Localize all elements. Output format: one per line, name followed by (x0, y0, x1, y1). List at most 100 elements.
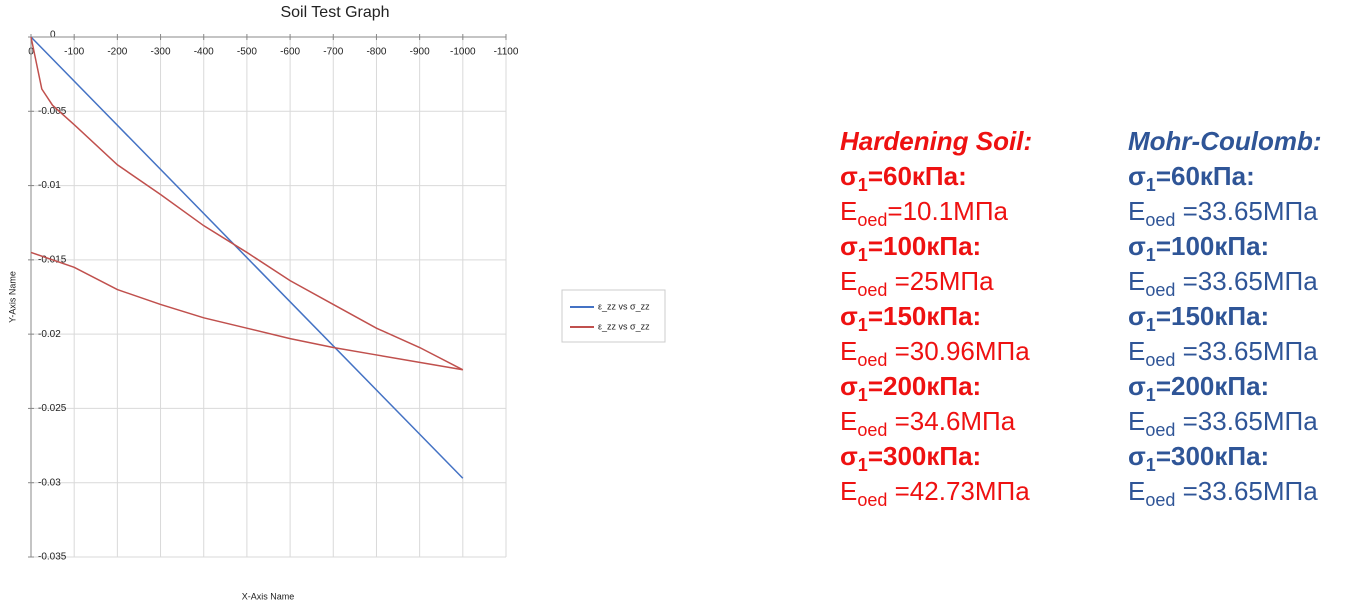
stress-line: σ1=150кПа: (1128, 299, 1322, 334)
modulus-line: Eoed =33.65МПа (1128, 404, 1322, 439)
y-axis-label: Y-Axis Name (7, 271, 17, 323)
stress-subscript: 1 (1145, 315, 1156, 335)
modulus-subscript: oed (1145, 210, 1176, 230)
modulus-line: Eoed =33.65МПа (1128, 474, 1322, 509)
modulus-symbol: E (1128, 406, 1146, 436)
data-line (30, 36, 464, 371)
stress-value: =100кПа: (867, 231, 982, 261)
stress-subscript: 1 (857, 315, 868, 335)
modulus-subscript: oed (1145, 280, 1176, 300)
stress-value: =300кПа: (867, 441, 982, 471)
stress-subscript: 1 (857, 175, 868, 195)
modulus-line: Eoed=10.1МПа (840, 194, 1032, 229)
modulus-symbol: E (1128, 196, 1146, 226)
stress-subscript: 1 (1145, 245, 1156, 265)
stress-value: =200кПа: (867, 371, 982, 401)
modulus-value: =42.73МПа (887, 476, 1030, 506)
y-tick-label: -0.02 (38, 329, 61, 340)
stress-symbol: σ (1128, 231, 1146, 261)
stress-value: =300кПа: (1155, 441, 1270, 471)
x-axis-label: X-Axis Name (242, 591, 295, 601)
stress-line: σ1=150кПа: (840, 299, 1032, 334)
stress-line: σ1=100кПа: (840, 229, 1032, 264)
modulus-symbol: E (1128, 476, 1146, 506)
stress-line: σ1=60кПа: (840, 159, 1032, 194)
stress-value: =150кПа: (867, 301, 982, 331)
mohr-coulomb-panel: Mohr-Coulomb: σ1=60кПа: Eoed =33.65МПа σ1=1… (1128, 124, 1322, 509)
x-tick-label: -900 (410, 47, 430, 58)
stress-symbol: σ (840, 161, 858, 191)
legend-label: ε_zz vs σ_zz (598, 301, 650, 311)
stress-value: =60кПа: (867, 161, 967, 191)
y-tick-label: -0.005 (38, 106, 67, 117)
stress-line: σ1=100кПа: (1128, 229, 1322, 264)
stress-symbol: σ (1128, 301, 1146, 331)
stress-line: σ1=60кПа: (1128, 159, 1322, 194)
modulus-line: Eoed =42.73МПа (840, 474, 1032, 509)
stress-value: =100кПа: (1155, 231, 1270, 261)
stress-subscript: 1 (857, 385, 868, 405)
modulus-value: =10.1МПа (887, 196, 1008, 226)
modulus-subscript: oed (1145, 420, 1176, 440)
legend-box (561, 289, 666, 343)
modulus-subscript: oed (857, 420, 888, 440)
stress-symbol: σ (840, 441, 858, 471)
modulus-subscript: oed (857, 280, 888, 300)
modulus-value: =25МПа (887, 266, 994, 296)
y-tick-label: -0.01 (38, 180, 61, 191)
modulus-subscript: oed (1145, 350, 1176, 370)
modulus-line: Eoed =30.96МПа (840, 334, 1032, 369)
stress-subscript: 1 (857, 455, 868, 475)
modulus-symbol: E (840, 476, 858, 506)
data-line (30, 251, 463, 371)
stress-symbol: σ (840, 301, 858, 331)
modulus-line: Eoed =33.65МПа (1128, 194, 1322, 229)
modulus-value: =30.96МПа (887, 336, 1030, 366)
modulus-value: =33.65МПа (1175, 336, 1318, 366)
x-tick-label: -500 (237, 47, 257, 58)
legend-label: ε_zz vs σ_zz (598, 321, 650, 331)
stress-line: σ1=200кПа: (840, 369, 1032, 404)
x-tick-label: -700 (323, 47, 343, 58)
stress-subscript: 1 (1145, 385, 1156, 405)
panel-heading: Hardening Soil: (840, 126, 1033, 156)
stress-symbol: σ (840, 371, 858, 401)
modulus-symbol: E (840, 406, 858, 436)
stress-line: σ1=300кПа: (840, 439, 1032, 474)
hardening-soil-panel: Hardening Soil: σ1=60кПа: Eoed=10.1МПа σ1=1… (840, 124, 1032, 509)
x-tick-label: -1100 (494, 47, 519, 58)
chart-title: Soil Test Graph (280, 4, 389, 21)
modulus-symbol: E (1128, 336, 1146, 366)
stress-symbol: σ (1128, 441, 1146, 471)
stress-symbol: σ (1128, 371, 1146, 401)
stress-value: =150кПа: (1155, 301, 1270, 331)
modulus-value: =33.65МПа (1175, 266, 1318, 296)
modulus-symbol: E (1128, 266, 1146, 296)
x-tick-label: -400 (194, 47, 214, 58)
modulus-symbol: E (840, 336, 858, 366)
stress-subscript: 1 (1145, 455, 1156, 475)
x-tick-label: -200 (107, 47, 127, 58)
stress-symbol: σ (840, 231, 858, 261)
y-tick-label: -0.025 (38, 403, 67, 414)
x-tick-label: -300 (151, 47, 171, 58)
modulus-subscript: oed (857, 490, 888, 510)
panel-heading: Mohr-Coulomb: (1128, 126, 1322, 156)
modulus-value: =33.65МПа (1175, 406, 1318, 436)
stress-line: σ1=300кПа: (1128, 439, 1322, 474)
modulus-line: Eoed =25МПа (840, 264, 1032, 299)
modulus-symbol: E (840, 196, 858, 226)
stress-value: =60кПа: (1155, 161, 1255, 191)
modulus-value: =33.65МПа (1175, 476, 1318, 506)
data-line (30, 36, 464, 479)
modulus-symbol: E (840, 266, 858, 296)
stress-subscript: 1 (1145, 175, 1156, 195)
y-tick-label: 0 (50, 30, 56, 41)
stress-line: σ1=200кПа: (1128, 369, 1322, 404)
y-tick-label: -0.035 (38, 552, 67, 563)
modulus-subscript: oed (857, 210, 888, 230)
stress-subscript: 1 (857, 245, 868, 265)
x-tick-label: -800 (366, 47, 386, 58)
modulus-value: =33.65МПа (1175, 196, 1318, 226)
